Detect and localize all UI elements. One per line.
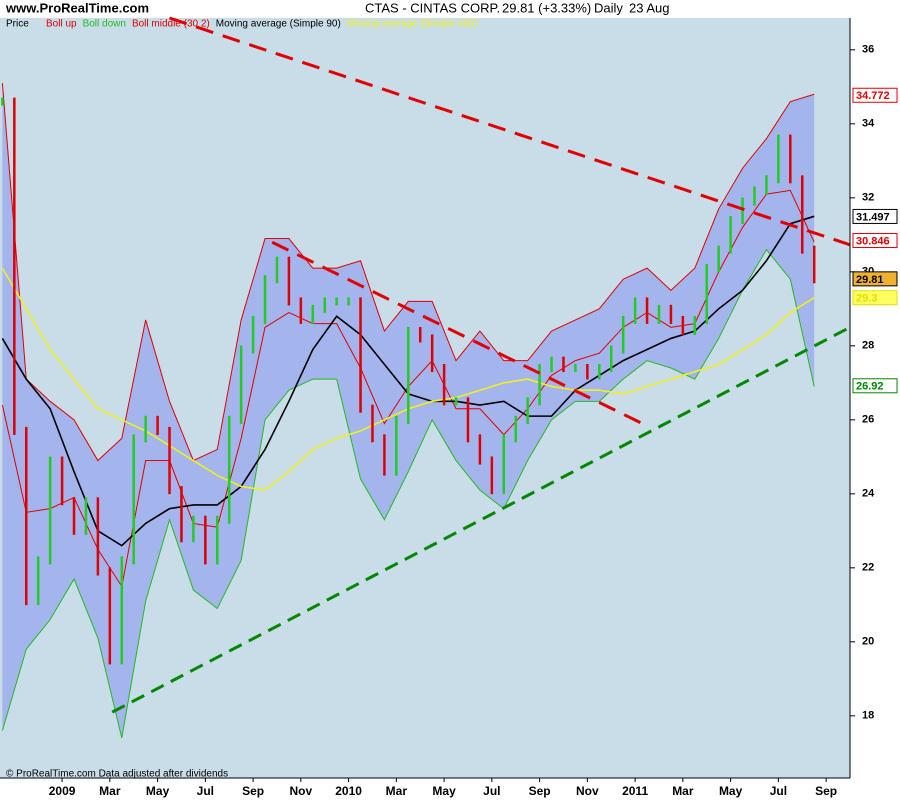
last-value-box bbox=[852, 271, 898, 287]
x-tick-label: Jul bbox=[483, 784, 500, 798]
x-tick-label: May bbox=[719, 784, 743, 798]
y-tick-label: 28 bbox=[862, 340, 874, 352]
x-tick-label: Mar bbox=[672, 784, 694, 798]
trendline bbox=[271, 240, 643, 425]
last-value-box bbox=[852, 378, 898, 394]
legend-entry: Boll down bbox=[83, 19, 126, 30]
quote: 29.81 (+3.33%) bbox=[502, 0, 591, 15]
last-value-box bbox=[852, 290, 898, 306]
last-value-label: 34.772 bbox=[856, 90, 890, 102]
y-tick-label: 18 bbox=[862, 710, 874, 722]
x-tick-label: Nov bbox=[576, 784, 599, 798]
series-line bbox=[1, 248, 815, 739]
y-tick-label: 22 bbox=[862, 562, 874, 574]
x-tick-label: May bbox=[432, 784, 456, 798]
y-tick-label: 20 bbox=[862, 636, 874, 648]
last-value-label: 31.497 bbox=[856, 211, 890, 223]
trendline bbox=[169, 16, 851, 247]
x-tick-label: 2009 bbox=[49, 784, 76, 798]
y-tick-label: 26 bbox=[862, 414, 874, 426]
last-value-box bbox=[852, 208, 898, 224]
footer: © ProRealTime.com Data adjusted after di… bbox=[6, 769, 228, 780]
x-tick-label: Sep bbox=[242, 784, 264, 798]
series-line bbox=[1, 83, 815, 462]
x-tick-label: 2011 bbox=[622, 784, 648, 798]
x-tick-label: May bbox=[146, 784, 170, 798]
x-tick-label: Jul bbox=[197, 784, 214, 798]
trendline bbox=[111, 325, 851, 714]
chart-title: CTAS - CINTAS CORP. bbox=[365, 0, 500, 15]
legend-price: Price bbox=[6, 19, 29, 30]
last-value-box bbox=[852, 233, 898, 249]
y-tick-label: 24 bbox=[862, 488, 875, 500]
x-tick-label: Sep bbox=[815, 784, 837, 798]
last-value-label: 29.81 bbox=[856, 274, 884, 286]
legend-entry: Boll middle (30 2) bbox=[132, 19, 210, 30]
site-name: www.ProRealTime.com bbox=[5, 0, 149, 15]
x-tick-label: 2010 bbox=[335, 784, 362, 798]
legend-entry: Boll up bbox=[46, 19, 77, 30]
y-tick-label: 32 bbox=[862, 192, 874, 204]
last-value-label: 26.92 bbox=[856, 381, 884, 393]
y-tick-label: 34 bbox=[862, 118, 875, 130]
x-tick-label: Mar bbox=[386, 784, 408, 798]
x-tick-label: Jul bbox=[770, 784, 787, 798]
period: Daily bbox=[594, 0, 623, 15]
last-value-label: 30.846 bbox=[856, 235, 890, 247]
y-tick-label: 36 bbox=[862, 44, 874, 56]
last-value-label: 29.3 bbox=[856, 293, 877, 305]
legend-entry: Moving average (Simple 250) bbox=[347, 19, 478, 30]
x-tick-label: Sep bbox=[529, 784, 551, 798]
date: 23 Aug bbox=[629, 0, 670, 15]
x-tick-label: Nov bbox=[290, 784, 313, 798]
x-tick-label: Mar bbox=[99, 784, 121, 798]
legend-entry: Moving average (Simple 90) bbox=[216, 19, 341, 30]
last-value-box bbox=[852, 87, 898, 103]
